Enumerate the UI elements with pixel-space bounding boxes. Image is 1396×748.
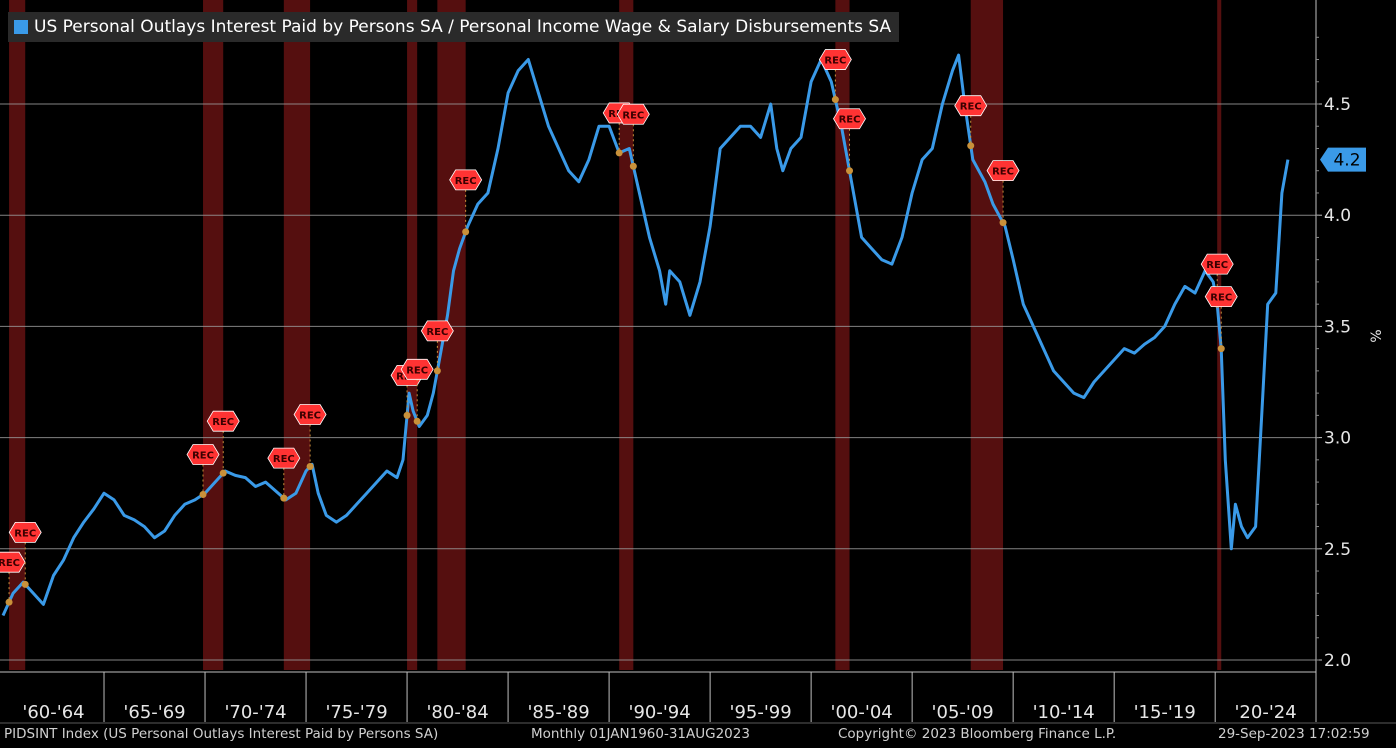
y-tick-label: 2.5	[1324, 540, 1351, 560]
x-tick-label: '65-'69	[123, 702, 185, 723]
rec-marker	[1200, 253, 1234, 275]
rec-marker-label: REC	[1206, 260, 1228, 271]
rec-dot	[1217, 345, 1225, 353]
rec-marker	[616, 103, 650, 125]
recession-band	[619, 0, 634, 670]
rec-marker-label: REC	[0, 558, 20, 569]
series-line	[1, 53, 1290, 617]
rec-marker-label: REC	[824, 56, 846, 67]
y-axis-label: %	[1366, 329, 1383, 343]
rec-marker-label: REC	[839, 115, 861, 126]
x-tick-label: '70-'74	[224, 702, 286, 723]
x-tick-label: '10-'14	[1033, 702, 1095, 723]
recession-markers: REC REC REC REC REC REC REC REC REC REC REC REC REC R…	[0, 49, 1238, 606]
rec-marker-label: REC	[426, 327, 448, 338]
rec-marker	[449, 169, 483, 191]
rec-dot	[413, 417, 421, 425]
x-tick-label: '80-'84	[426, 702, 488, 723]
x-tick-label: '90-'94	[629, 702, 691, 723]
rec-marker-label: REC	[192, 451, 214, 462]
rec-dot	[199, 491, 207, 499]
rec-dot	[629, 162, 637, 170]
x-tick-label: '05-'09	[932, 702, 994, 723]
y-axis: 2.0 2.5 3.0 3.5 4.0 4.5	[1315, 0, 1351, 672]
rec-dot	[21, 580, 29, 588]
rec-marker-label: REC	[992, 167, 1014, 178]
legend-series-name: US Personal Outlays Interest Paid by Per…	[34, 17, 892, 37]
rec-marker-label: REC	[14, 528, 36, 539]
x-tick-label: '20-'24	[1234, 702, 1296, 723]
x-tick-label: '85-'89	[527, 702, 589, 723]
recession-band	[203, 0, 224, 670]
rec-marker	[420, 320, 454, 342]
rec-dot	[967, 142, 975, 150]
rec-dot	[462, 228, 470, 236]
rec-marker	[0, 551, 26, 573]
footer-timestamp: 29-Sep-2023 17:02:59	[1218, 726, 1370, 742]
rec-dot	[403, 411, 411, 419]
y-tick-label: 2.0	[1324, 651, 1351, 671]
footer-copyright: Copyright© 2023 Bloomberg Finance L.P.	[838, 726, 1117, 742]
x-tick-label: '15-'19	[1134, 702, 1196, 723]
rec-marker-label: REC	[455, 176, 477, 187]
rec-marker	[267, 447, 301, 469]
x-tick-label: '60-'64	[22, 702, 84, 723]
rec-dot	[433, 367, 441, 375]
rec-marker-label: REC	[299, 411, 321, 422]
recession-band	[9, 0, 26, 670]
rec-marker-label: REC	[406, 365, 428, 376]
rec-dot	[846, 167, 854, 175]
rec-marker	[186, 444, 220, 465]
x-tick-label: '75-'79	[325, 702, 387, 723]
last-value-badge: 4.2	[1320, 147, 1366, 172]
rec-marker	[818, 49, 852, 70]
rec-dot	[219, 469, 227, 477]
series-layer	[1, 53, 1290, 617]
rec-marker-label: REC	[960, 102, 982, 113]
chart-legend: US Personal Outlays Interest Paid by Per…	[8, 12, 900, 42]
recession-band	[283, 0, 311, 670]
rec-marker	[206, 410, 240, 432]
rec-marker	[8, 521, 42, 543]
rec-marker-label: REC	[622, 110, 644, 121]
x-axis: '60-'64 '65-'69 '70-'74 '75-'79 '80-'84 '85-'…	[0, 671, 1396, 724]
rec-marker-label: REC	[1210, 293, 1232, 304]
x-tick-label: '00-'04	[831, 702, 893, 723]
last-value-text: 4.2	[1333, 151, 1360, 171]
rec-dot	[615, 149, 623, 157]
rec-marker	[400, 358, 434, 380]
grid-lines	[0, 103, 1316, 661]
last-value-box	[1320, 147, 1366, 172]
x-tick-label: '95-'99	[730, 702, 792, 723]
rec-marker-label: REC	[273, 454, 295, 465]
rec-marker	[954, 95, 988, 117]
rec-dot	[280, 494, 288, 502]
legend-swatch	[14, 20, 28, 34]
recession-band	[407, 0, 418, 670]
rec-marker	[833, 108, 866, 130]
footer-range: Monthly 01JAN1960-31AUG2023	[531, 726, 750, 742]
recession-band	[835, 0, 850, 670]
rec-marker	[293, 404, 327, 425]
footer-index: PIDSINT Index (US Personal Outlays Inter…	[4, 726, 439, 742]
rec-marker	[1204, 286, 1238, 308]
y-tick-label: 4.5	[1324, 95, 1351, 115]
rec-marker	[986, 160, 1020, 182]
rec-dot	[306, 463, 314, 471]
rec-marker-label: REC	[212, 417, 234, 428]
y-tick-label: 3.0	[1324, 429, 1351, 449]
y-tick-label: 4.0	[1324, 206, 1351, 226]
rec-dot	[999, 219, 1007, 227]
y-tick-label: 3.5	[1324, 317, 1351, 337]
rec-dot	[831, 96, 839, 104]
rec-dot	[5, 598, 13, 606]
